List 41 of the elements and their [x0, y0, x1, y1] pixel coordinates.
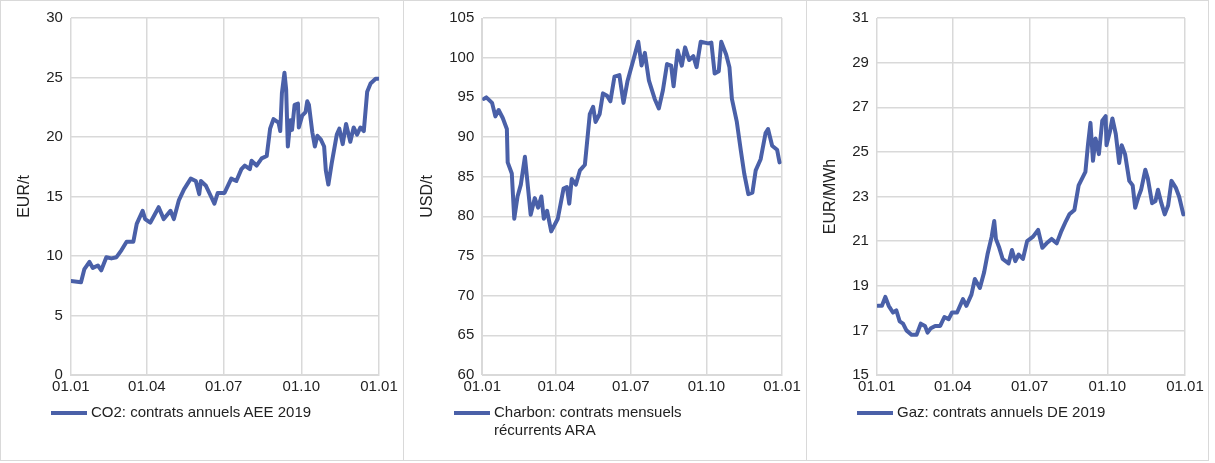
x-tick-label: 01.07	[204, 377, 243, 395]
y-tick-label: 100	[449, 47, 475, 65]
y-tick-label: 23	[852, 186, 869, 204]
y-axis-title: USD/t	[418, 174, 436, 218]
y-tick-label: 65	[457, 325, 475, 343]
y-tick-label: 95	[457, 87, 475, 105]
y-tick-label: 30	[46, 8, 63, 26]
y-tick-label: 25	[852, 142, 869, 160]
x-tick-label: 01.01	[1166, 377, 1204, 395]
x-tick-label: 01.07	[1010, 377, 1049, 395]
y-tick-label: 70	[457, 285, 475, 303]
y-tick-label: 20	[46, 127, 63, 145]
y-tick-label: 27	[852, 97, 869, 115]
y-tick-label: 105	[449, 8, 475, 26]
x-tick-label: 01.01	[360, 377, 398, 395]
y-tick-label: 19	[852, 275, 869, 293]
x-tick-label: 01.04	[537, 377, 575, 395]
y-axis-title: EUR/MWh	[821, 158, 839, 235]
y-tick-label: 5	[54, 305, 63, 323]
y-tick-label: 21	[852, 231, 869, 249]
y-axis-title: EUR/t	[15, 174, 33, 218]
y-tick-label: 25	[46, 67, 63, 85]
x-tick-label: 01.01	[763, 377, 801, 395]
legend-label: Gaz: contrats annuels DE 2019	[897, 403, 1106, 421]
y-tick-label: 15	[46, 186, 63, 204]
y-tick-label: 31	[852, 8, 869, 26]
y-tick-label: 29	[852, 52, 869, 70]
x-tick-label: 01.04	[128, 377, 166, 395]
y-tick-label: 75	[457, 246, 475, 264]
y-tick-label: 85	[457, 166, 475, 184]
legend-label: Charbon: contrats mensuels récurrents ARA	[494, 403, 683, 439]
x-tick-label: 01.07	[612, 377, 650, 395]
x-tick-label: 01.10	[1088, 377, 1127, 395]
y-tick-label: 90	[457, 127, 475, 145]
x-tick-label: 01.04	[934, 377, 972, 395]
x-tick-label: 01.10	[687, 377, 726, 395]
y-tick-label: 17	[852, 320, 869, 338]
legend-label: CO2: contrats annuels AEE 2019	[91, 403, 312, 421]
y-tick-label: 80	[457, 206, 475, 224]
y-tick-label: 10	[46, 246, 63, 264]
x-tick-label: 01.10	[282, 377, 321, 395]
